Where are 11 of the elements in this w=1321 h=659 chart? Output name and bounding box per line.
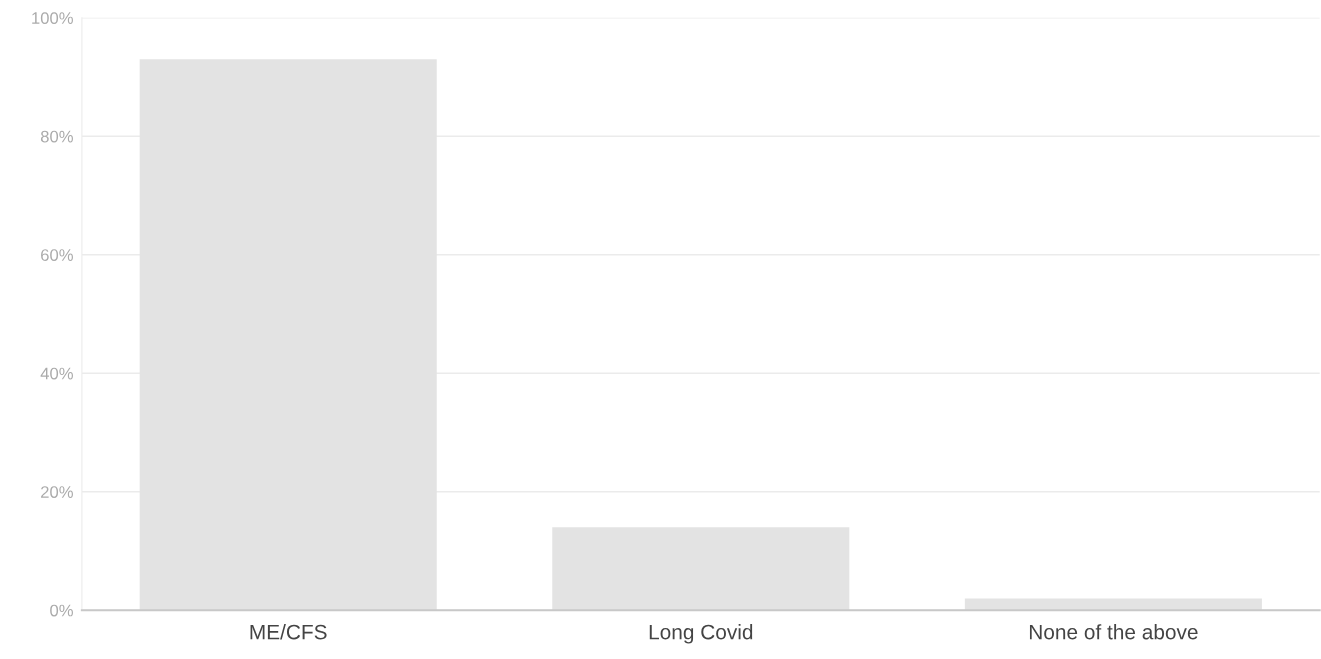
- y-tick-label: 60%: [41, 249, 73, 261]
- y-tick-label: 20%: [41, 486, 73, 498]
- bar: [964, 598, 1262, 611]
- y-tick-label: 80%: [40, 130, 73, 143]
- bar: [552, 527, 850, 611]
- x-tick-label: Long Covid: [649, 624, 753, 644]
- y-tick-label: 0%: [50, 604, 73, 617]
- y-tick-label: 40%: [40, 367, 73, 380]
- x-tick-label: None of the above: [1029, 624, 1198, 640]
- x-tick-label: ME/CFS: [250, 624, 327, 640]
- y-tick-label: 100%: [32, 12, 73, 24]
